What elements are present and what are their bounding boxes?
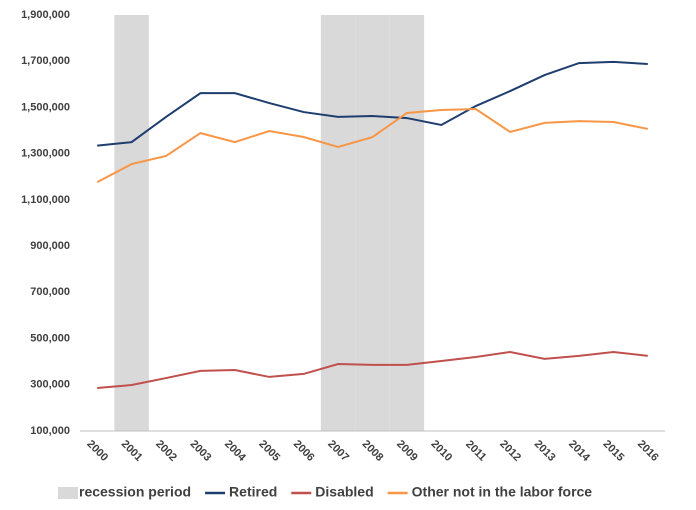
x-tick-label: 2010	[428, 438, 454, 464]
x-tick-label: 2005	[256, 438, 282, 464]
recession-band	[320, 15, 356, 431]
x-tick-label: 2007	[325, 438, 351, 464]
y-tick-label: 1,900,000	[21, 9, 70, 21]
legend-label: Disabled	[315, 484, 373, 500]
series-line	[97, 350, 648, 390]
x-tick-label: 2008	[360, 438, 386, 464]
series-line	[97, 60, 648, 147]
legend-label: Retired	[229, 484, 277, 500]
x-tick-label: 2014	[566, 438, 592, 464]
recession-band	[355, 15, 390, 431]
y-tick-label: 1,100,000	[21, 194, 70, 206]
x-tick-label: 2013	[532, 438, 558, 464]
x-tick-label: 2012	[497, 438, 523, 464]
y-tick-label: 100,000	[30, 425, 70, 437]
y-tick-label: 1,500,000	[21, 101, 70, 113]
x-tick-label: 2003	[188, 438, 214, 464]
y-tick-label: 900,000	[30, 240, 70, 252]
y-tick-label: 1,700,000	[21, 55, 70, 67]
x-tick-label: 2000	[84, 438, 110, 464]
x-tick-label: 2006	[291, 438, 317, 464]
recession-band	[114, 15, 149, 431]
x-tick-label: 2004	[222, 438, 248, 464]
recession-band	[389, 15, 425, 431]
x-tick-label: 2016	[635, 438, 661, 464]
legend-label: recession period	[79, 484, 191, 500]
legend-label: Other not in the labor force	[412, 484, 593, 500]
series-line	[96, 108, 648, 183]
x-tick-label: 2015	[601, 438, 627, 464]
x-tick-label: 2011	[463, 438, 488, 463]
x-tick-label: 2001	[119, 438, 145, 464]
y-tick-label: 1,300,000	[21, 148, 70, 160]
x-tick-label: 2009	[394, 438, 420, 464]
legend-swatch	[58, 487, 78, 499]
y-tick-label: 700,000	[30, 286, 70, 298]
y-tick-label: 300,000	[30, 379, 70, 391]
x-tick-label: 2002	[153, 438, 179, 464]
y-tick-label: 500,000	[30, 332, 70, 344]
